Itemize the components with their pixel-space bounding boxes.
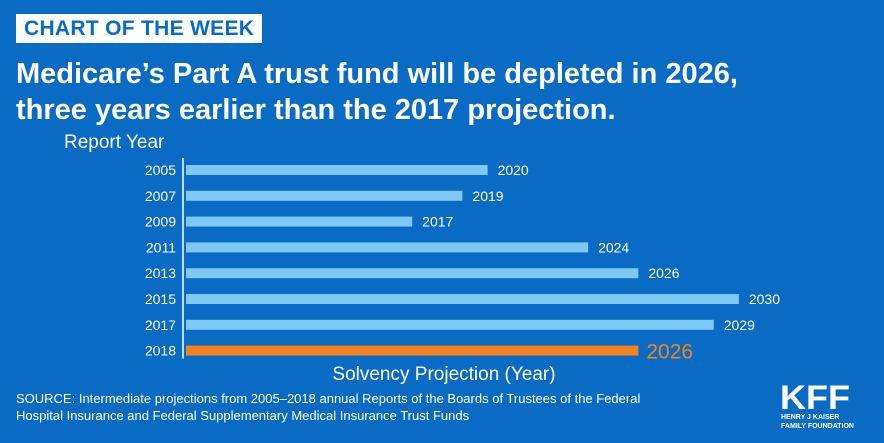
x-axis-title: Solvency Projection (Year)	[332, 364, 555, 385]
bar-chart: Report Year 2005 2020 2007 2019 2009 2017 2011 2…	[64, 132, 780, 385]
bar	[186, 268, 639, 279]
bar	[186, 190, 463, 201]
kff-logo: KFF HENRY J KAISER FAMILY FOUNDATION	[780, 379, 854, 430]
source-line-1: SOURCE: Intermediate projections from 20…	[16, 391, 641, 406]
chart-area: Report Year 2005 2020 2007 2019 2009 2017 2011 2…	[0, 125, 884, 390]
data-label: 2026	[648, 265, 679, 281]
y-tick-label: 2007	[145, 188, 176, 204]
source-line-2: Hospital Insurance and Federal Supplemen…	[16, 408, 470, 423]
y-tick-label: 2011	[146, 239, 176, 255]
chart-headline: Medicare’s Part A trust fund will be dep…	[16, 56, 876, 128]
kff-logo-mark: KFF	[780, 379, 850, 417]
highlight-data-label: 2026	[646, 341, 693, 364]
chart-of-the-week-badge: CHART OF THE WEEK	[16, 14, 263, 43]
bar	[186, 216, 413, 227]
bar	[186, 294, 739, 304]
bar	[186, 242, 589, 253]
bar	[186, 165, 488, 175]
kff-logo-line-2: FAMILY FOUNDATION	[781, 423, 854, 430]
headline-line-2: three years earlier than the 2017 projec…	[16, 94, 616, 126]
data-label: 2029	[724, 317, 755, 333]
bar	[186, 319, 714, 330]
y-tick-label: 2005	[145, 162, 176, 178]
source-note: SOURCE: Intermediate projections from 20…	[16, 390, 756, 424]
y-tick-label: 2018	[145, 343, 176, 359]
bar	[186, 345, 639, 356]
data-label: 2024	[598, 239, 629, 255]
headline-line-1: Medicare’s Part A trust fund will be dep…	[16, 58, 738, 90]
data-label: 2019	[472, 188, 503, 204]
data-label: 2017	[422, 214, 453, 230]
y-tick-label: 2013	[145, 265, 176, 281]
data-label: 2030	[749, 291, 780, 307]
y-tick-label: 2015	[145, 291, 176, 307]
y-tick-label: 2009	[145, 214, 176, 230]
y-tick-label: 2017	[145, 317, 176, 333]
kff-logo-line-1: HENRY J KAISER	[781, 414, 839, 421]
data-label: 2020	[498, 162, 529, 178]
y-axis-title: Report Year	[64, 132, 165, 153]
